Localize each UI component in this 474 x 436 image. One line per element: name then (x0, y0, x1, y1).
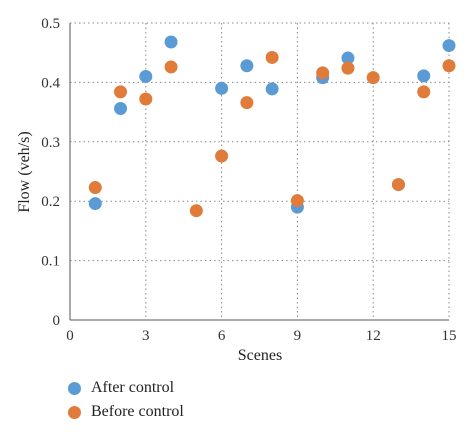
axes (69, 23, 449, 321)
data-point-after-control (139, 69, 153, 83)
data-point-after-control (341, 51, 355, 65)
data-point-after-control (88, 197, 102, 211)
data-point-before-control (88, 181, 102, 195)
legend-label-after-control: After control (91, 379, 175, 396)
legend-swatch-after-control (68, 381, 81, 395)
data-point-before-control (417, 85, 431, 99)
x-tick-label: 9 (294, 328, 302, 344)
y-tick-label: 0.3 (41, 135, 60, 151)
data-points (88, 35, 456, 218)
data-point-before-control (139, 92, 153, 106)
y-tick-label: 0.2 (41, 194, 60, 210)
y-tick-label: 0.4 (41, 75, 60, 91)
data-point-after-control (114, 102, 128, 116)
legend-item-after-control: After control (68, 376, 184, 400)
x-tick-labels: 0 3 6 9 12 15 (66, 328, 456, 344)
y-tick-label: 0 (53, 313, 61, 329)
y-tick-label: 0.5 (41, 16, 60, 32)
data-point-after-control (215, 81, 229, 95)
data-point-after-control (164, 35, 178, 49)
data-point-before-control (442, 59, 456, 73)
data-point-before-control (114, 85, 128, 99)
x-tick-label: 6 (218, 328, 226, 344)
data-point-after-control (442, 39, 456, 53)
data-point-before-control (189, 204, 203, 218)
legend-label-before-control: Before control (91, 403, 184, 420)
data-point-before-control (316, 66, 330, 80)
data-point-before-control (290, 194, 304, 208)
x-tick-label: 0 (66, 328, 74, 344)
data-point-before-control (341, 61, 355, 75)
data-point-before-control (240, 96, 254, 110)
grid (70, 22, 450, 320)
data-point-before-control (391, 178, 405, 192)
data-point-before-control (164, 60, 178, 74)
data-point-after-control (417, 69, 431, 83)
data-point-after-control (240, 59, 254, 73)
legend-item-before-control: Before control (68, 400, 184, 424)
data-point-before-control (366, 71, 380, 85)
x-axis-title: Scenes (238, 347, 282, 364)
x-tick-label: 12 (366, 328, 381, 344)
data-point-before-control (265, 50, 279, 64)
x-tick-label: 15 (442, 328, 457, 344)
y-tick-labels: 0 0.1 0.2 0.3 0.4 0.5 (41, 16, 60, 329)
y-axis-title: Flow (veh/s) (16, 131, 33, 212)
legend: After control Before control (68, 376, 184, 424)
data-point-after-control (265, 82, 279, 96)
legend-swatch-before-control (68, 405, 81, 419)
y-tick-label: 0.1 (41, 254, 60, 270)
data-point-before-control (215, 149, 229, 163)
x-tick-label: 3 (142, 328, 150, 344)
